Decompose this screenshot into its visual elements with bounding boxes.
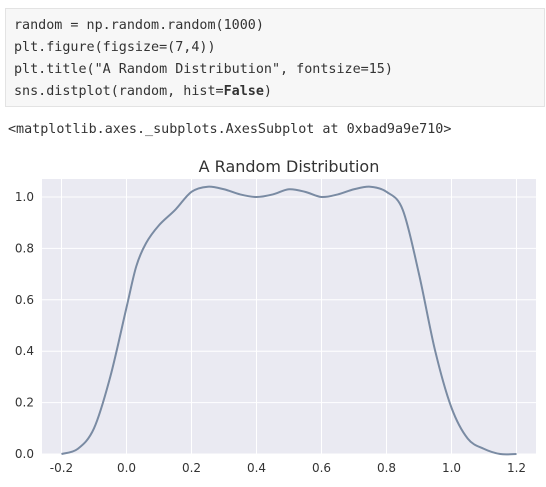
y-tick-label: 0.2 <box>15 396 34 410</box>
x-tick-label: 1.2 <box>507 461 526 475</box>
kde-line <box>61 185 517 456</box>
plot-area <box>42 179 536 454</box>
x-tick-label: 0.0 <box>117 461 136 475</box>
code-line-2: plt.figure(figsize=(7,4)) <box>14 40 216 55</box>
cell-output: <matplotlib.axes._subplots.AxesSubplot a… <box>8 122 452 137</box>
y-tick-label: 0.6 <box>15 293 34 307</box>
x-tick-labels: -0.2 0.0 0.2 0.4 0.6 0.8 1.0 1.2 <box>50 461 526 475</box>
x-tick-label: -0.2 <box>50 461 73 475</box>
grid <box>42 179 536 455</box>
code-line-3: plt.title("A Random Distribution", fonts… <box>14 62 393 77</box>
code-cell[interactable]: random = np.random.random(1000) plt.figu… <box>5 8 545 107</box>
code-keyword-false: False <box>223 84 264 99</box>
code-line-4-post: ) <box>263 84 272 99</box>
y-tick-label: 0.8 <box>15 241 34 255</box>
y-tick-label: 0.0 <box>15 447 34 461</box>
code-line-4-pre: sns.distplot(random, hist= <box>14 84 224 99</box>
x-tick-label: 0.2 <box>182 461 201 475</box>
x-tick-label: 1.0 <box>442 461 461 475</box>
x-tick-label: 0.6 <box>312 461 331 475</box>
x-tick-label: 0.8 <box>377 461 396 475</box>
code-line-4: sns.distplot(random, hist=False) <box>14 81 544 103</box>
y-tick-label: 1.0 <box>15 190 34 204</box>
x-tick-label: 0.4 <box>247 461 266 475</box>
y-tick-labels: 0.0 0.2 0.4 0.6 0.8 1.0 <box>15 190 34 461</box>
chart-title: A Random Distribution <box>199 157 380 176</box>
chart: 0.0 0.2 0.4 0.6 0.8 1.0 -0.2 0.0 0.2 0.4 0.6 0.8 1.… <box>15 157 536 475</box>
code-line-1: random = np.random.random(1000) <box>14 18 264 33</box>
y-tick-label: 0.4 <box>15 344 34 358</box>
